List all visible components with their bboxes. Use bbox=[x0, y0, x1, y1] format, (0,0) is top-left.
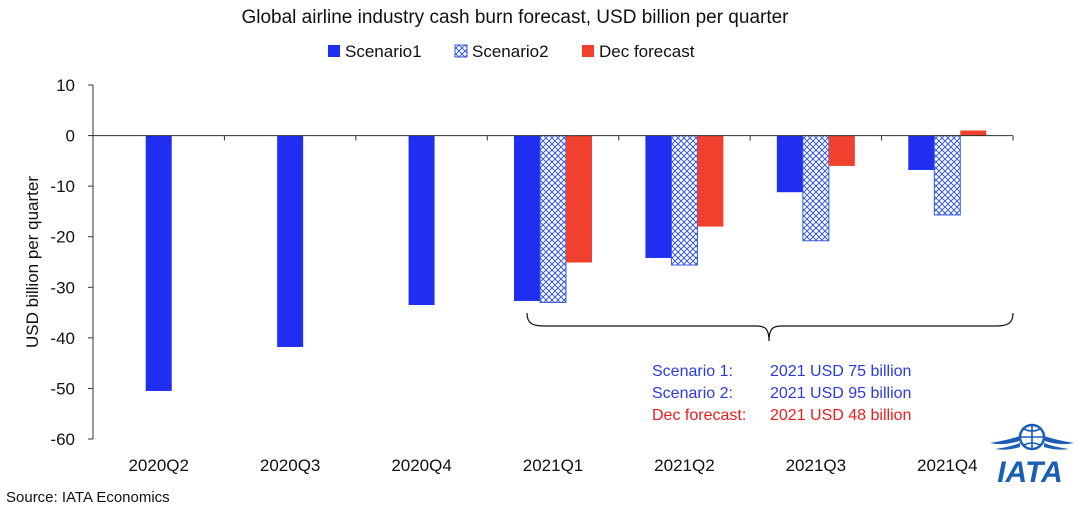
y-tick-label: -60 bbox=[50, 430, 75, 449]
legend: Scenario1 Scenario2 Dec forecast bbox=[328, 42, 695, 61]
globe-wings-icon bbox=[990, 423, 1074, 451]
bar-scenario1-2020q4 bbox=[408, 135, 435, 305]
bar-scenario1-2021q4 bbox=[908, 135, 935, 170]
bar-scenario1-2021q2 bbox=[645, 135, 672, 258]
legend-swatch-1 bbox=[328, 45, 340, 57]
x-tick-label: 2020Q2 bbox=[128, 456, 189, 475]
bar-scenario2-2021q1 bbox=[539, 135, 567, 303]
legend-label-1: Scenario1 bbox=[345, 42, 422, 61]
bars bbox=[145, 130, 987, 391]
annotation-label-1: Scenario 1: bbox=[652, 363, 733, 380]
annotations: Scenario 1: 2021 USD 75 billion Scenario 2… bbox=[652, 363, 911, 424]
y-tick-label: -30 bbox=[50, 278, 75, 297]
chart-title: Global airline industry cash burn foreca… bbox=[241, 7, 789, 28]
legend-label-2: Scenario2 bbox=[472, 42, 549, 61]
bar-scenario2-2021q2 bbox=[670, 135, 698, 266]
legend-swatch-3 bbox=[582, 45, 594, 57]
y-axis: 10 0 -10 -20 -30 -40 -50 -60 bbox=[50, 76, 94, 449]
bar-scenario1-2020q3 bbox=[277, 135, 304, 347]
bar-scenario2-2021q4 bbox=[933, 135, 961, 216]
source-note: Source: IATA Economics bbox=[6, 489, 170, 506]
bar-scenario2-2021q3 bbox=[802, 135, 830, 242]
annotation-value-3: 2021 USD 48 billion bbox=[770, 407, 911, 424]
bar-scenario1-2021q3 bbox=[776, 135, 803, 193]
y-tick-label: 0 bbox=[66, 127, 75, 146]
annotation-label-2: Scenario 2: bbox=[652, 385, 733, 402]
x-tick-label: 2020Q4 bbox=[391, 456, 452, 475]
legend-label-3: Dec forecast bbox=[599, 42, 695, 61]
y-tick-label: -20 bbox=[50, 228, 75, 247]
x-tick-label: 2021Q3 bbox=[786, 456, 847, 475]
bar-dec-forecast-2021q1 bbox=[566, 135, 592, 263]
bar-dec-forecast-2021q3 bbox=[828, 135, 855, 166]
bar-dec-forecast-2021q4 bbox=[960, 130, 987, 136]
legend-swatch-2 bbox=[454, 44, 468, 58]
bracket-2021 bbox=[526, 312, 1014, 342]
bar-dec-forecast-2021q2 bbox=[697, 135, 724, 227]
bar-scenario1-2020q2 bbox=[145, 135, 172, 391]
y-tick-label: -40 bbox=[50, 329, 75, 348]
x-tick-label: 2020Q3 bbox=[260, 456, 321, 475]
y-tick-label: 10 bbox=[56, 76, 75, 95]
x-axis: 2020Q2 2020Q3 2020Q4 2021Q1 2021Q2 2021Q3 2021… bbox=[92, 135, 1014, 475]
y-tick-label: -10 bbox=[50, 177, 75, 196]
annotation-value-1: 2021 USD 75 billion bbox=[770, 363, 911, 380]
y-tick-label: -50 bbox=[50, 379, 75, 398]
x-tick-label: 2021Q4 bbox=[917, 456, 978, 475]
y-axis-label: USD billion per quarter bbox=[23, 176, 42, 348]
x-tick-label: 2021Q1 bbox=[523, 456, 584, 475]
annotation-value-2: 2021 USD 95 billion bbox=[770, 385, 911, 402]
annotation-label-3: Dec forecast: bbox=[652, 407, 746, 424]
iata-logo: IATA bbox=[990, 423, 1074, 489]
iata-logo-text: IATA bbox=[997, 456, 1063, 489]
bar-scenario1-2021q1 bbox=[514, 135, 540, 301]
x-tick-label: 2021Q2 bbox=[654, 456, 715, 475]
